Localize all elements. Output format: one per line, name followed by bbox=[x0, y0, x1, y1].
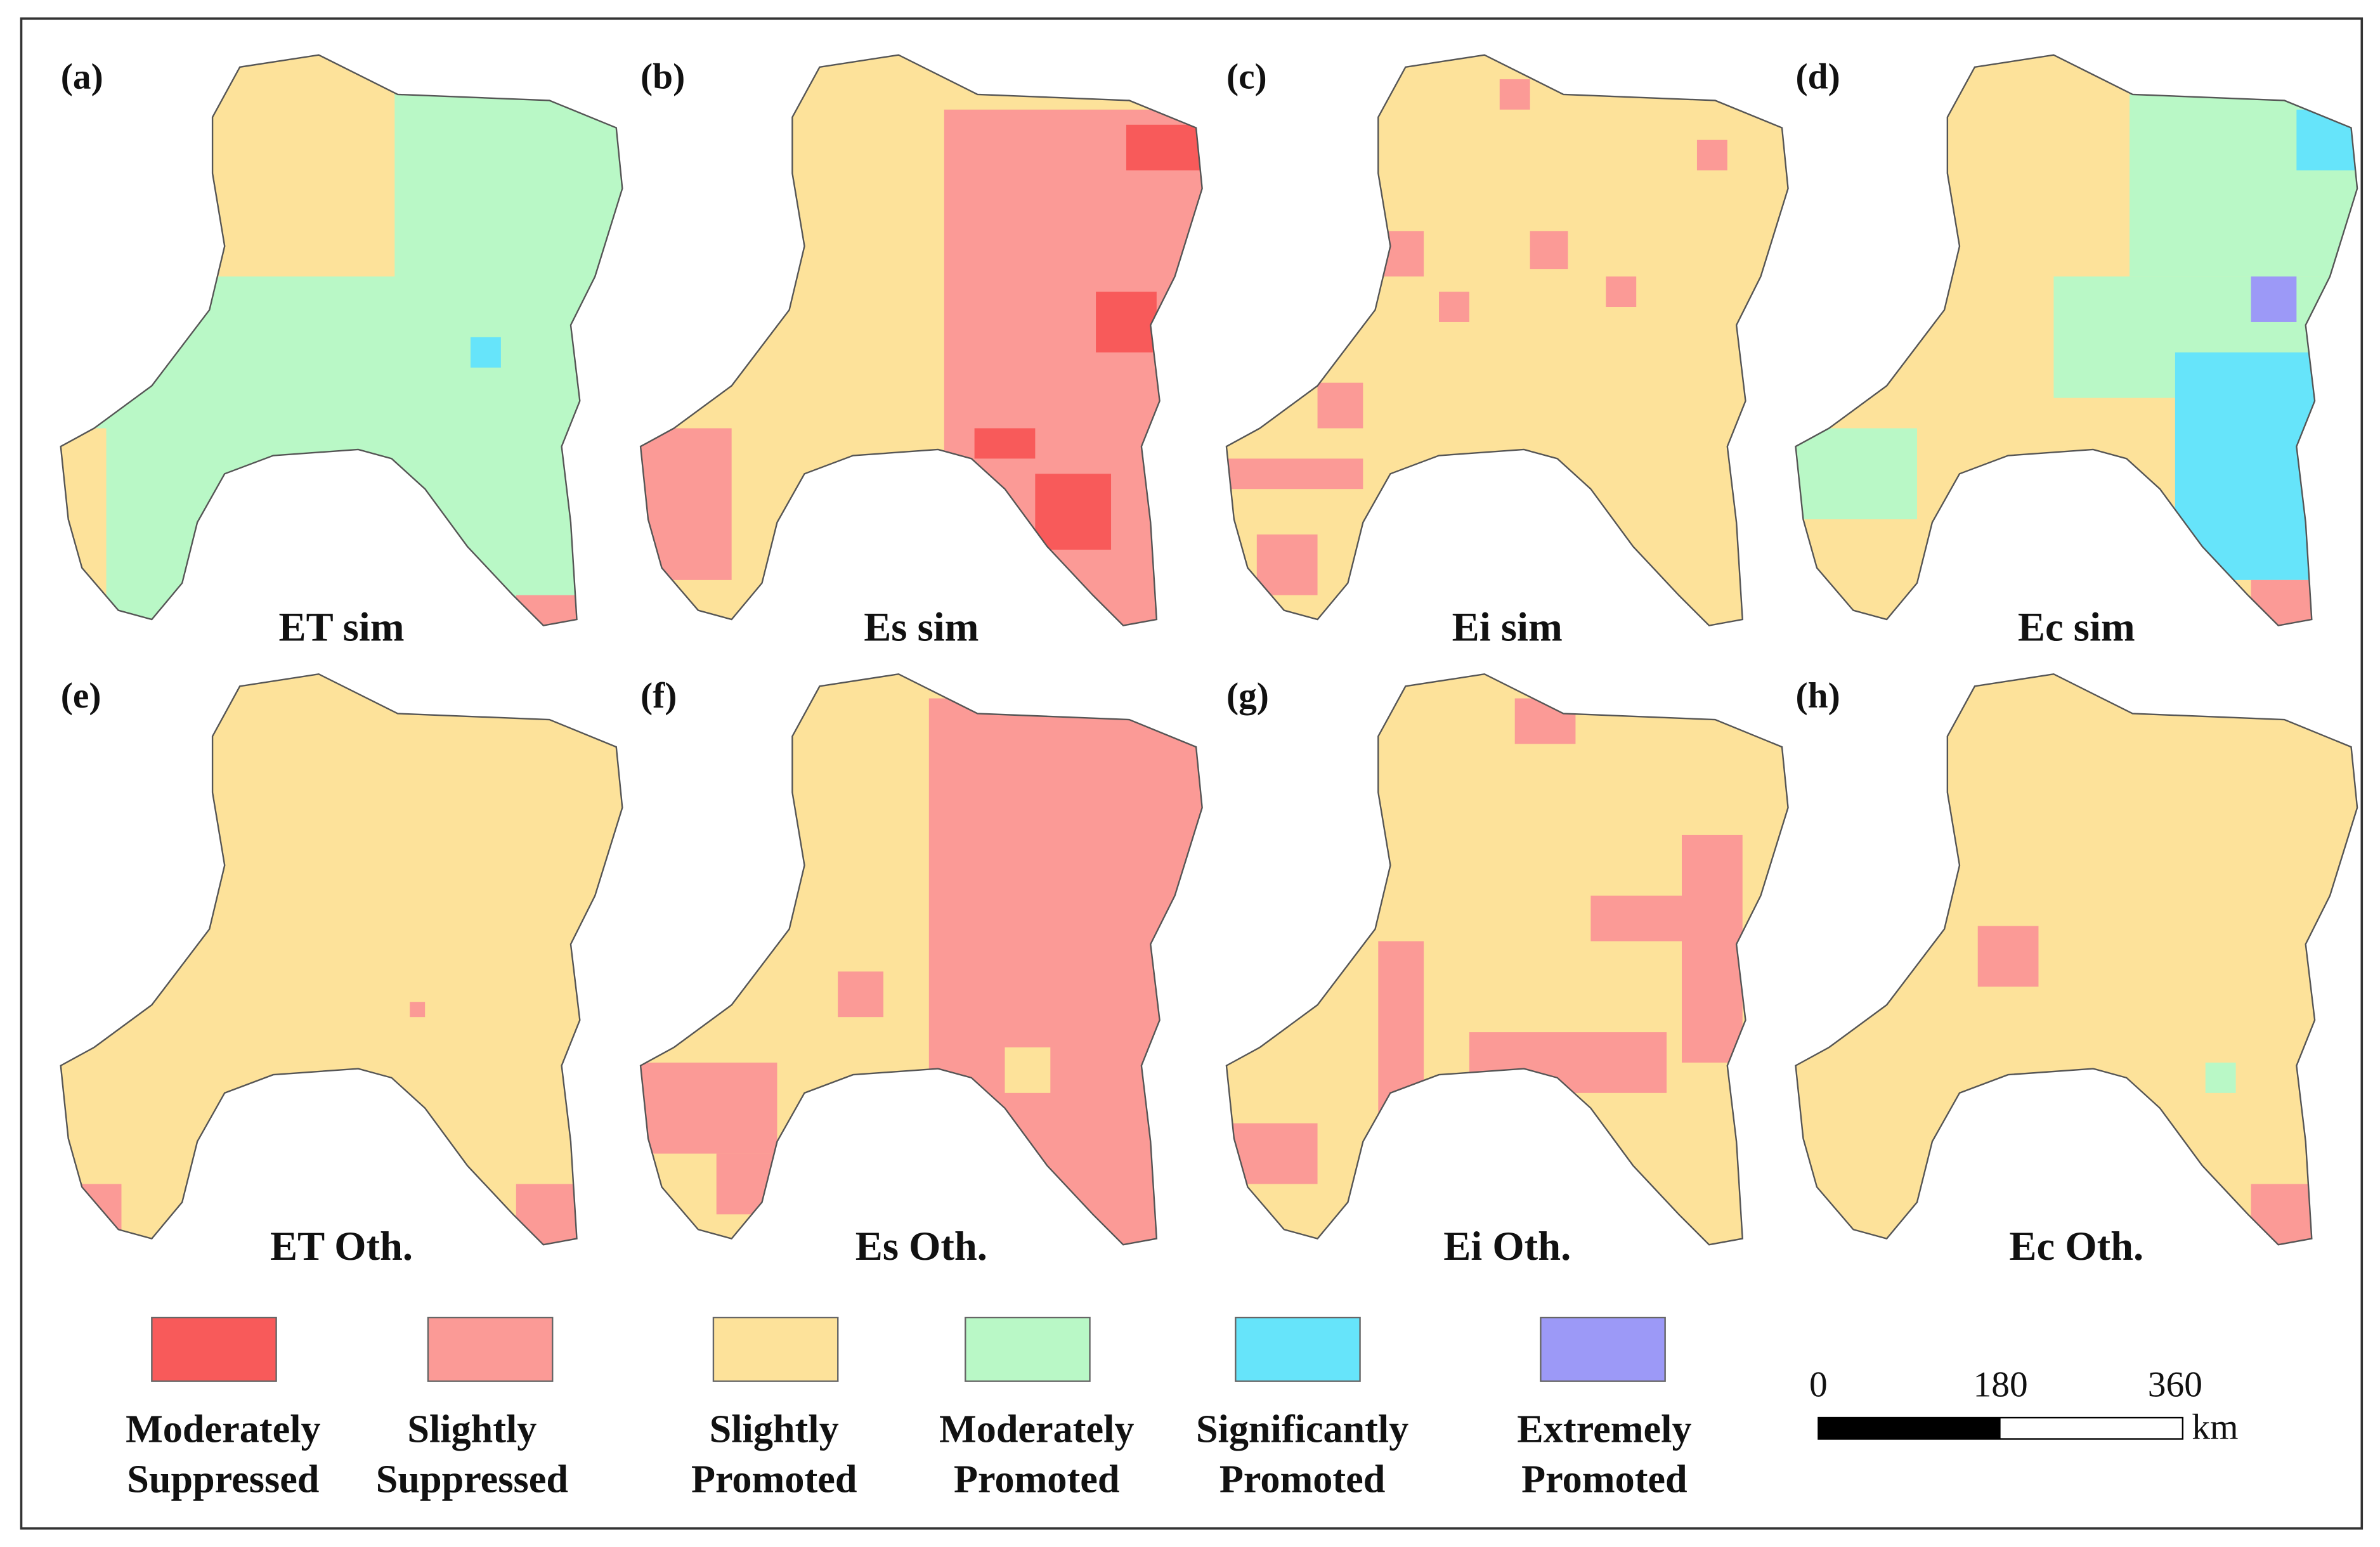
map-patch bbox=[2296, 109, 2358, 171]
panel-label: (b) bbox=[641, 56, 685, 96]
legend-swatch bbox=[965, 1316, 1091, 1382]
legend-label: Slightly bbox=[407, 1408, 536, 1451]
panel-label: (f) bbox=[641, 676, 677, 716]
basin-map bbox=[1795, 673, 2358, 1246]
legend-swatch bbox=[712, 1316, 839, 1382]
scale-bar-fill bbox=[1818, 1418, 2001, 1439]
frame bbox=[20, 17, 2364, 1530]
scale-tick-label: 0 bbox=[1809, 1365, 1828, 1405]
legend-swatch bbox=[1540, 1316, 1666, 1382]
legend-label: Extremely bbox=[1517, 1408, 1691, 1451]
panel-title: Ec sim bbox=[2018, 604, 2135, 650]
legend-swatch bbox=[427, 1316, 554, 1382]
map-patch bbox=[1256, 534, 1318, 595]
map-patch bbox=[1378, 941, 1424, 1123]
map-patch bbox=[1226, 1123, 1318, 1184]
map-patch bbox=[516, 1184, 577, 1245]
panel-title: Ei Oth. bbox=[1443, 1223, 1571, 1269]
map-patch bbox=[1606, 276, 1637, 307]
map-patch bbox=[1469, 1032, 1667, 1093]
map-patches bbox=[1977, 926, 2312, 1245]
scale-unit: km bbox=[2192, 1408, 2238, 1447]
map-patch bbox=[2205, 1062, 2236, 1093]
map-patch bbox=[1317, 382, 1363, 429]
map-patch bbox=[2251, 276, 2297, 322]
scale-tick-label: 180 bbox=[1974, 1365, 2028, 1405]
legend-label: Moderately bbox=[939, 1408, 1135, 1451]
scale-tick-label: 360 bbox=[2148, 1365, 2202, 1405]
map-patch bbox=[410, 1002, 426, 1018]
map-patch bbox=[60, 55, 395, 277]
map-patch bbox=[641, 1062, 777, 1154]
panel-label: (c) bbox=[1226, 56, 1267, 96]
panel-label: (e) bbox=[61, 676, 101, 716]
basin-map bbox=[1225, 54, 1789, 626]
panel-title: Ei sim bbox=[1452, 604, 1563, 650]
basin-fill bbox=[60, 674, 623, 1245]
map-patch bbox=[1977, 926, 2039, 987]
legend-label: Suppressed bbox=[127, 1458, 319, 1501]
legend-label: Promoted bbox=[1219, 1458, 1385, 1501]
map-patch bbox=[1226, 458, 1363, 489]
panel-label: (g) bbox=[1226, 676, 1269, 716]
map-patch bbox=[1795, 428, 1917, 520]
map-patch bbox=[1696, 139, 1727, 171]
basin-map bbox=[1795, 54, 2358, 626]
map-patch bbox=[1590, 895, 1682, 942]
map-patch bbox=[1530, 231, 1568, 269]
basin-map bbox=[639, 673, 1203, 1246]
panel-label: (a) bbox=[61, 56, 103, 96]
panel-title: ET sim bbox=[278, 604, 404, 650]
basin-map bbox=[60, 673, 623, 1246]
panel-label: (h) bbox=[1796, 676, 1840, 716]
map-patch bbox=[838, 971, 884, 1018]
basin-fill bbox=[1795, 674, 2358, 1245]
legend-label: Suppressed bbox=[376, 1458, 568, 1501]
panel-title: Ec Oth. bbox=[2009, 1223, 2143, 1269]
map-patch bbox=[1126, 124, 1202, 171]
map-patch bbox=[1681, 834, 1743, 1063]
map-patch bbox=[60, 428, 107, 626]
panel-title: Es Oth. bbox=[855, 1223, 987, 1269]
map-patch bbox=[928, 698, 1202, 1245]
legend-swatch bbox=[1235, 1316, 1361, 1382]
map-patches bbox=[1795, 94, 2358, 626]
map-patch bbox=[1005, 1047, 1051, 1093]
legend-label: Moderately bbox=[126, 1408, 321, 1451]
legend-label: Promoted bbox=[954, 1458, 1119, 1501]
basin-map bbox=[639, 54, 1203, 626]
legend-label: Slightly bbox=[710, 1408, 839, 1451]
map-patch bbox=[641, 428, 732, 580]
legend-label: Promoted bbox=[691, 1458, 857, 1501]
map-patch bbox=[2251, 579, 2312, 626]
map-patch bbox=[1035, 474, 1112, 550]
panel-label: (d) bbox=[1796, 56, 1840, 96]
basin-map bbox=[1225, 673, 1789, 1246]
map-patch bbox=[716, 1153, 777, 1215]
map-patch bbox=[1439, 292, 1469, 322]
legend-swatch bbox=[151, 1316, 277, 1382]
legend-label: Promoted bbox=[1521, 1458, 1687, 1501]
map-patch bbox=[470, 337, 501, 368]
panel-title: Es sim bbox=[864, 604, 979, 650]
map-patch bbox=[2251, 1184, 2312, 1245]
map-patch bbox=[974, 428, 1036, 459]
map-patch bbox=[1499, 79, 1530, 110]
legend-label: Significantly bbox=[1196, 1408, 1408, 1451]
map-patch bbox=[1096, 292, 1157, 353]
panel-title: ET Oth. bbox=[270, 1223, 413, 1269]
map-patches bbox=[1226, 79, 1727, 595]
basin-map bbox=[60, 54, 623, 626]
